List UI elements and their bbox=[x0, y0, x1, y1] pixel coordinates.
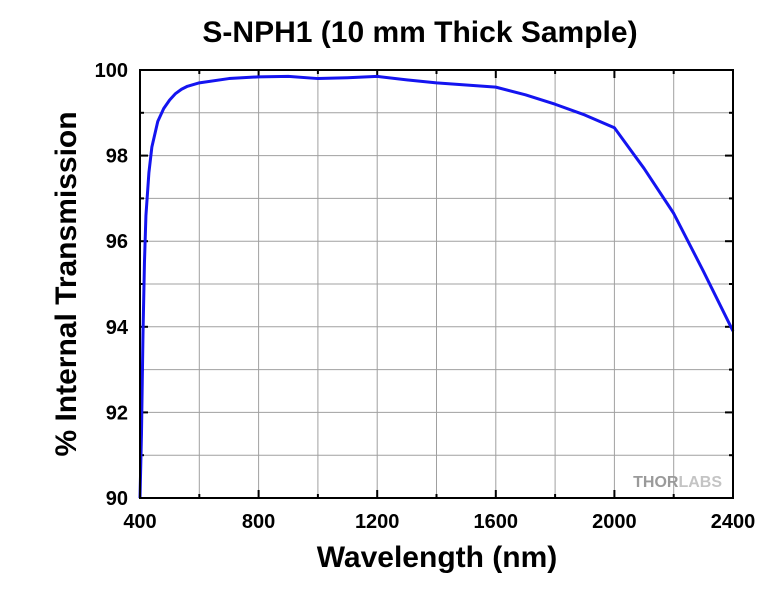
watermark-logo-part1: THOR bbox=[633, 474, 679, 491]
y-tick-label: 92 bbox=[106, 402, 128, 424]
chart-title: S-NPH1 (10 mm Thick Sample) bbox=[202, 16, 637, 49]
x-axis-label: Wavelength (nm) bbox=[317, 541, 558, 574]
x-tick-labels: 400 800 1200 1600 2000 2400 bbox=[123, 511, 755, 533]
x-tick-label: 2000 bbox=[592, 511, 637, 533]
series-line bbox=[138, 74, 735, 499]
y-tick-label: 98 bbox=[106, 146, 128, 168]
y-tick-label: 100 bbox=[95, 60, 128, 82]
y-tick-label: 90 bbox=[106, 488, 128, 510]
x-tick-label: 1600 bbox=[474, 511, 519, 533]
y-tick-label: 96 bbox=[106, 231, 128, 253]
y-tick-labels: 90 92 94 96 98 100 bbox=[95, 60, 129, 510]
watermark-logo: THORLABS bbox=[633, 474, 722, 491]
x-tick-label: 1200 bbox=[355, 511, 400, 533]
x-tick-label: 2400 bbox=[711, 511, 756, 533]
x-tick-label: 400 bbox=[123, 511, 156, 533]
y-axis-label: % Internal Transmission bbox=[50, 111, 83, 456]
watermark-logo-part2: LABS bbox=[678, 474, 722, 491]
grid bbox=[140, 70, 733, 498]
plot-frame bbox=[139, 69, 734, 499]
y-tick-label: 94 bbox=[106, 317, 129, 339]
x-tick-label: 800 bbox=[242, 511, 275, 533]
